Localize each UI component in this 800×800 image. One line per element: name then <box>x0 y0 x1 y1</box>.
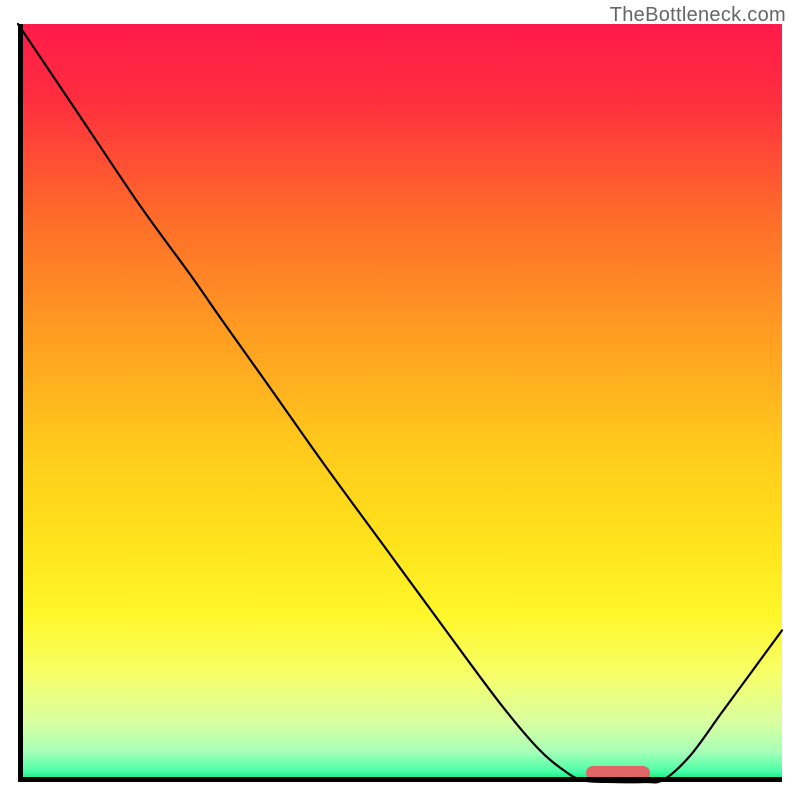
watermark-text: TheBottleneck.com <box>610 4 786 27</box>
bottleneck-curve <box>18 24 782 782</box>
chart-container: TheBottleneck.com <box>0 0 800 800</box>
plot-area <box>18 24 782 782</box>
y-axis-line <box>18 24 23 782</box>
x-axis-line <box>18 777 782 782</box>
